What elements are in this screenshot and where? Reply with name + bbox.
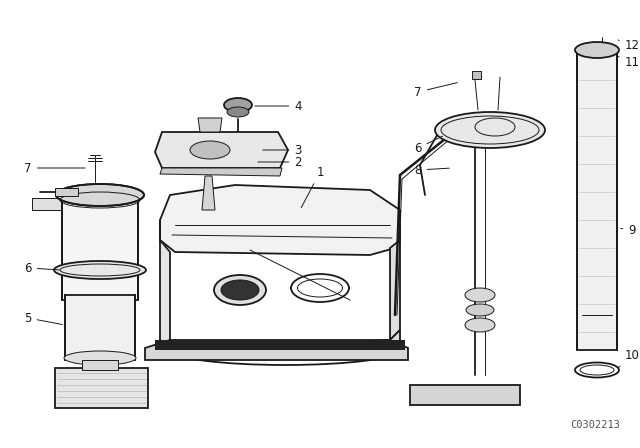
Ellipse shape bbox=[64, 351, 136, 365]
Text: 10: 10 bbox=[618, 349, 639, 368]
Ellipse shape bbox=[465, 288, 495, 302]
Ellipse shape bbox=[56, 184, 144, 206]
Text: 12: 12 bbox=[618, 39, 639, 52]
Polygon shape bbox=[577, 50, 617, 350]
Ellipse shape bbox=[214, 275, 266, 305]
Text: 5: 5 bbox=[24, 311, 62, 324]
Ellipse shape bbox=[575, 42, 619, 58]
Polygon shape bbox=[472, 71, 481, 79]
Polygon shape bbox=[55, 368, 148, 408]
Text: 7: 7 bbox=[24, 161, 85, 175]
Polygon shape bbox=[32, 198, 65, 210]
Text: 4: 4 bbox=[255, 99, 301, 112]
Ellipse shape bbox=[54, 261, 146, 279]
Polygon shape bbox=[160, 168, 282, 176]
Polygon shape bbox=[82, 360, 118, 370]
Text: 1: 1 bbox=[301, 165, 324, 207]
Polygon shape bbox=[145, 340, 408, 360]
Polygon shape bbox=[160, 330, 400, 350]
Ellipse shape bbox=[465, 318, 495, 332]
Text: 3: 3 bbox=[263, 143, 301, 156]
Polygon shape bbox=[155, 340, 405, 350]
Text: 9: 9 bbox=[621, 224, 636, 237]
Ellipse shape bbox=[435, 112, 545, 148]
Polygon shape bbox=[62, 200, 138, 300]
Ellipse shape bbox=[224, 98, 252, 112]
Ellipse shape bbox=[221, 280, 259, 300]
Polygon shape bbox=[65, 295, 135, 360]
Polygon shape bbox=[160, 220, 170, 350]
Text: 2: 2 bbox=[258, 155, 301, 168]
Text: 7: 7 bbox=[414, 82, 458, 99]
Text: 6: 6 bbox=[414, 136, 442, 155]
Ellipse shape bbox=[466, 304, 494, 316]
Polygon shape bbox=[198, 118, 222, 132]
Text: 6: 6 bbox=[24, 262, 60, 275]
Polygon shape bbox=[155, 132, 288, 168]
Polygon shape bbox=[202, 176, 215, 210]
Polygon shape bbox=[390, 210, 400, 340]
Ellipse shape bbox=[190, 141, 230, 159]
Text: C0302213: C0302213 bbox=[570, 420, 620, 430]
Text: 11: 11 bbox=[617, 56, 639, 69]
Ellipse shape bbox=[227, 107, 249, 117]
Polygon shape bbox=[55, 188, 78, 196]
Polygon shape bbox=[160, 185, 400, 255]
Polygon shape bbox=[410, 385, 520, 405]
Text: 8: 8 bbox=[414, 164, 449, 177]
